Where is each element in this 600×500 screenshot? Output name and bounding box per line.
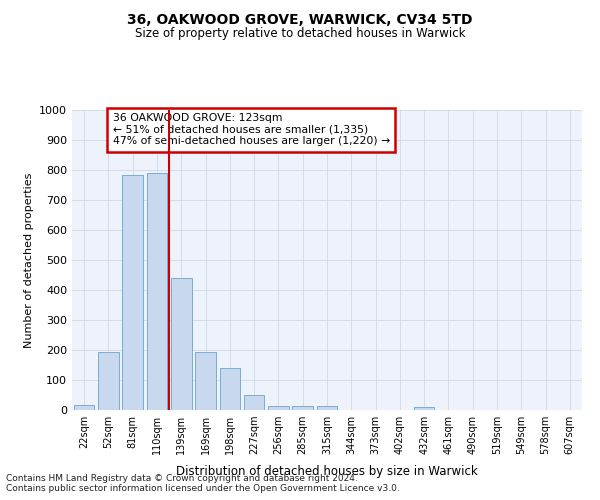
Bar [195, 352, 216, 410]
Bar [292, 406, 313, 410]
Text: Contains HM Land Registry data © Crown copyright and database right 2024.: Contains HM Land Registry data © Crown c… [6, 474, 358, 483]
Bar [317, 406, 337, 410]
Bar [74, 404, 94, 410]
Bar [268, 406, 289, 410]
Y-axis label: Number of detached properties: Number of detached properties [23, 172, 34, 348]
Text: 36, OAKWOOD GROVE, WARWICK, CV34 5TD: 36, OAKWOOD GROVE, WARWICK, CV34 5TD [127, 12, 473, 26]
Bar [414, 407, 434, 410]
Text: 36 OAKWOOD GROVE: 123sqm
← 51% of detached houses are smaller (1,335)
47% of sem: 36 OAKWOOD GROVE: 123sqm ← 51% of detach… [113, 113, 390, 146]
Bar [220, 368, 240, 410]
Bar [244, 395, 265, 410]
Bar [98, 352, 119, 410]
Bar [171, 278, 191, 410]
Text: Contains public sector information licensed under the Open Government Licence v3: Contains public sector information licen… [6, 484, 400, 493]
X-axis label: Distribution of detached houses by size in Warwick: Distribution of detached houses by size … [176, 466, 478, 478]
Text: Size of property relative to detached houses in Warwick: Size of property relative to detached ho… [135, 28, 465, 40]
Bar [146, 173, 167, 410]
Bar [122, 174, 143, 410]
